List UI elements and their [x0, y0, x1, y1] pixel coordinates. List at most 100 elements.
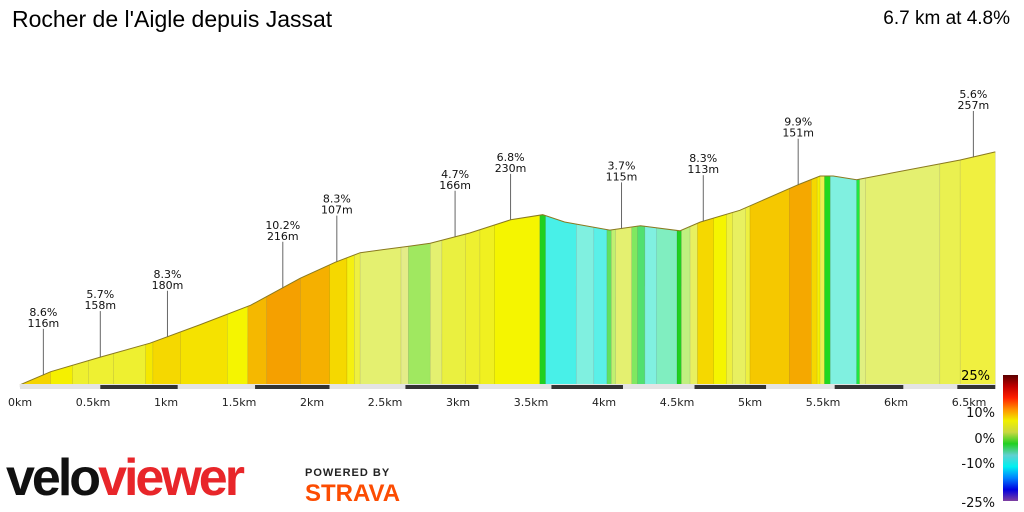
- km-segment-marker: [834, 385, 904, 389]
- veloviewer-logo[interactable]: veloviewer: [6, 449, 245, 507]
- annotation-length: 151m: [782, 127, 814, 140]
- gradient-band: [611, 228, 617, 388]
- annotation-grade: 3.7%: [608, 159, 636, 172]
- legend-labels: 10% 0% -10% -25%: [961, 406, 995, 511]
- legend-label: 10%: [966, 406, 995, 421]
- km-segment-marker: [100, 385, 178, 389]
- gradient-band: [689, 222, 698, 388]
- gradient-band: [959, 151, 996, 388]
- annotation-grade: 8.3%: [323, 193, 351, 206]
- gradient-band: [606, 229, 612, 388]
- legend-label: 0%: [974, 432, 995, 447]
- gradient-band: [575, 223, 595, 388]
- x-axis-ticks: 0km 0.5km 1km 1.5km 2km 2.5km 3km 3.5km 4km 4.5km…: [8, 396, 986, 409]
- km-segment-marker: [694, 385, 767, 389]
- annotation-length: 257m: [958, 99, 990, 112]
- profile-outline: [19, 151, 996, 386]
- annotation-length: 107m: [321, 204, 353, 217]
- gradient-band: [400, 245, 409, 388]
- gradient-band: [732, 207, 746, 388]
- gradient-band: [408, 242, 431, 388]
- x-tick-label: 4km: [592, 396, 616, 409]
- annotation-length: 230m: [495, 162, 527, 175]
- annotation-grade: 5.6%: [959, 88, 987, 101]
- gradient-band: [346, 254, 355, 388]
- x-tick-label: 0km: [8, 396, 32, 409]
- gradient-band: [113, 344, 146, 388]
- gradient-band: [819, 175, 825, 388]
- gradient-band: [429, 239, 443, 388]
- gradient-band: [816, 175, 821, 388]
- distance-baseline: [20, 384, 996, 389]
- page-title: Rocher de l'Aigle depuis Jassat: [12, 6, 333, 32]
- gradient-band: [266, 277, 301, 388]
- annotation-grade: 8.3%: [153, 268, 181, 281]
- gradient-band: [479, 224, 495, 388]
- annotation-grade: 6.8%: [497, 151, 525, 164]
- gradient-band: [441, 233, 466, 388]
- annotation-grade: 9.9%: [784, 116, 812, 129]
- gradient-band: [697, 217, 714, 388]
- annotation-length: 113m: [687, 163, 719, 176]
- gradient-band: [637, 225, 646, 388]
- annotation-length: 116m: [28, 317, 60, 330]
- gradient-band: [226, 305, 249, 388]
- x-tick-label: 1km: [154, 396, 178, 409]
- gradient-band: [789, 179, 812, 388]
- x-tick-label: 5km: [738, 396, 762, 409]
- gradient-band: [353, 252, 361, 388]
- x-tick-label: 0.5km: [76, 396, 111, 409]
- annotation-grade: 5.7%: [86, 288, 114, 301]
- gradient-bands: [19, 151, 996, 388]
- x-tick-label: 3km: [446, 396, 470, 409]
- gradient-band: [631, 225, 638, 388]
- annotations: 8.6%116m5.7%158m8.3%180m10.2%216m8.3%107…: [28, 88, 990, 375]
- annotation-grade: 8.3%: [689, 152, 717, 165]
- x-tick-label: 2km: [300, 396, 324, 409]
- x-tick-label: 6km: [884, 396, 908, 409]
- gradient-band: [745, 205, 751, 388]
- gradient-band: [749, 188, 790, 388]
- gradient-band: [88, 353, 114, 388]
- x-tick-label: 2.5km: [368, 396, 403, 409]
- gradient-band: [676, 229, 682, 388]
- gradient-band: [856, 178, 860, 388]
- gradient-band: [494, 214, 541, 388]
- km-segment-marker: [255, 385, 330, 389]
- gradient-band: [145, 341, 154, 388]
- legend-label: -10%: [961, 457, 995, 472]
- gradient-band: [726, 212, 733, 388]
- annotation-length: 180m: [152, 279, 184, 292]
- km-segment-marker: [957, 385, 996, 389]
- gradient-band: [593, 226, 608, 388]
- gradient-band: [859, 177, 866, 388]
- legend-label: -25%: [961, 496, 995, 511]
- strava-logo[interactable]: STRAVA: [305, 480, 401, 507]
- annotation-length: 166m: [439, 179, 471, 192]
- gradient-legend-bar: [1003, 375, 1018, 501]
- gradient-band: [864, 163, 941, 388]
- corner-label: 25%: [961, 369, 990, 384]
- x-tick-label: 4.5km: [660, 396, 695, 409]
- gradient-band: [939, 159, 961, 388]
- x-tick-label: 6.5km: [952, 396, 987, 409]
- annotation-length: 115m: [606, 170, 638, 183]
- gradient-band: [180, 313, 228, 388]
- gradient-band: [329, 257, 348, 388]
- gradient-band: [713, 213, 727, 388]
- climb-summary: 6.7 km at 4.8%: [883, 8, 1010, 29]
- km-segment-marker: [405, 385, 479, 389]
- gradient-band: [810, 176, 818, 388]
- gradient-band: [644, 225, 657, 388]
- gradient-band: [545, 215, 577, 388]
- gradient-band: [824, 175, 831, 388]
- gradient-band: [681, 225, 691, 388]
- km-segment-marker: [551, 385, 623, 389]
- annotation-length: 158m: [84, 299, 116, 312]
- annotation-grade: 4.7%: [441, 168, 469, 181]
- annotation-grade: 8.6%: [29, 306, 57, 319]
- gradient-band: [465, 229, 481, 388]
- x-tick-label: 3.5km: [514, 396, 549, 409]
- x-tick-label: 5.5km: [806, 396, 841, 409]
